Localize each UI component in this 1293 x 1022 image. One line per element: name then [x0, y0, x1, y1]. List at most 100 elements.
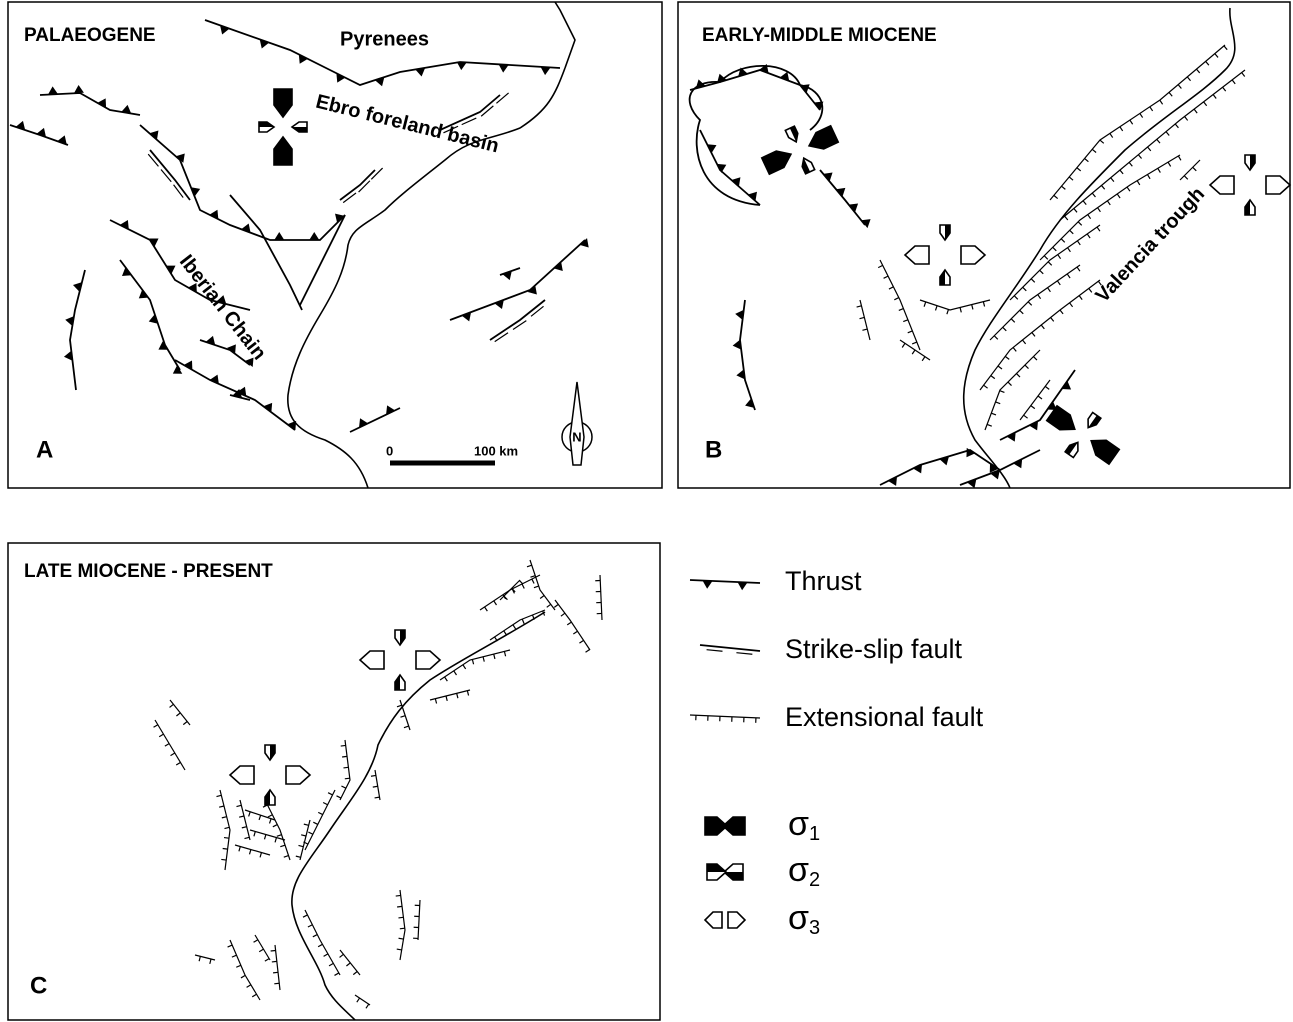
- extension-tick: [176, 713, 180, 716]
- extension-tick: [1092, 149, 1096, 152]
- extension-tick: [1101, 185, 1104, 189]
- extension-tick: [540, 596, 544, 599]
- extension-tick: [271, 950, 276, 951]
- ss-fault: [490, 300, 545, 342]
- extension-tick: [1000, 391, 1005, 393]
- extension-tick: [277, 835, 282, 837]
- stress-arrow: [705, 912, 722, 928]
- fault-trace: [230, 195, 302, 310]
- fault-trace: [440, 650, 510, 680]
- fault-trace: [880, 260, 920, 350]
- ext-fault: [303, 910, 340, 975]
- extension-tick: [573, 631, 577, 634]
- extension-tick: [987, 424, 992, 426]
- thrust-fault: [10, 121, 68, 145]
- extension-tick: [396, 895, 401, 896]
- arrow-body: [905, 246, 929, 264]
- ext-fault: [396, 890, 405, 960]
- legend: Thrust Strike-slip fault Extensional fau…: [785, 566, 984, 939]
- extension-tick: [1158, 168, 1161, 172]
- plain-fault: [300, 215, 345, 305]
- arrow-body: [230, 766, 254, 784]
- extension-tick: [1033, 357, 1037, 361]
- fault-trace: [820, 170, 865, 225]
- extension-tick: [216, 795, 221, 796]
- extension-tick: [1045, 386, 1049, 389]
- coastline: [555, 2, 575, 68]
- arrow-body: [274, 89, 292, 117]
- extension-tick: [210, 959, 211, 964]
- extension-tick: [1098, 208, 1101, 212]
- thrust-tooth: [733, 340, 742, 350]
- fault-trace: [220, 790, 230, 870]
- stress-arrow: [395, 675, 405, 690]
- extension-tick: [1031, 406, 1035, 409]
- thrust-tooth: [74, 85, 84, 93]
- extension-tick: [284, 856, 289, 858]
- extension-tick: [494, 601, 497, 605]
- ext-fault: [440, 650, 510, 681]
- extension-tick: [1077, 168, 1081, 171]
- arrow-body: [961, 246, 985, 264]
- slip-arrow: [148, 154, 158, 166]
- extension-tick: [259, 949, 263, 952]
- thrust-fault: [700, 130, 760, 205]
- place-label: Valencia trough: [1091, 183, 1209, 307]
- stress-arrow: [230, 766, 254, 784]
- panel-a: PALAEOGENE Pyrenees Ebro foreland basin …: [8, 2, 662, 488]
- extension-tick: [222, 817, 227, 818]
- extension-tick: [254, 940, 258, 943]
- extension-tick: [1041, 325, 1044, 329]
- extension-tick: [1060, 310, 1063, 314]
- extension-tick: [154, 725, 158, 728]
- extension-tick: [1178, 156, 1181, 160]
- stress-arrow: [1266, 176, 1290, 194]
- thrust-tooth: [173, 365, 182, 374]
- thrust-tooth: [702, 581, 712, 589]
- legend-label: σ2: [788, 851, 820, 891]
- fault-trace: [140, 125, 345, 240]
- extension-tick: [998, 366, 1002, 369]
- fault-trace: [350, 408, 400, 432]
- sigma-symbol: σ: [788, 851, 809, 889]
- extension-tick: [1022, 340, 1025, 344]
- slip-arrow: [343, 193, 356, 203]
- ext-fault: [920, 300, 990, 314]
- fault-trace: [10, 125, 68, 145]
- thrust-fault: [450, 238, 589, 321]
- fault-trace: [430, 690, 470, 700]
- extension-tick: [239, 816, 244, 817]
- thrust-fault: [820, 170, 871, 228]
- fault-trace: [155, 720, 185, 770]
- fault-trace: [195, 955, 215, 960]
- extension-tick: [519, 581, 523, 585]
- extension-tick: [862, 329, 867, 330]
- extension-tick: [341, 745, 346, 746]
- extension-tick: [1117, 194, 1120, 198]
- ext-fault: [990, 265, 1080, 340]
- stress-arrow: [360, 651, 384, 669]
- extension-tick: [1129, 162, 1132, 166]
- extension-tick: [860, 317, 865, 318]
- panel-title: LATE MIOCENE - PRESENT: [24, 561, 273, 582]
- ext-fault: [254, 935, 270, 961]
- slip-arrow: [161, 169, 171, 181]
- extension-tick: [994, 336, 998, 340]
- extension-tick: [1148, 147, 1151, 151]
- extension-tick: [308, 925, 312, 927]
- fault-trace: [880, 450, 1000, 485]
- sigma-subscript: 3: [809, 917, 820, 939]
- stress-arrow: [292, 122, 307, 132]
- stress-arrow: [1047, 406, 1080, 437]
- fault-trace: [230, 940, 260, 1000]
- thrust-fault: [690, 64, 823, 110]
- extension-tick: [504, 651, 505, 656]
- extension-tick: [485, 607, 488, 611]
- ext-fault: [340, 950, 360, 975]
- slip-arrow: [495, 333, 508, 342]
- thrust-tooth: [309, 232, 319, 240]
- stress-arrow: [1086, 433, 1119, 464]
- extension-tick: [296, 856, 301, 857]
- extension-tick: [249, 850, 250, 855]
- extension-tick: [1160, 100, 1163, 104]
